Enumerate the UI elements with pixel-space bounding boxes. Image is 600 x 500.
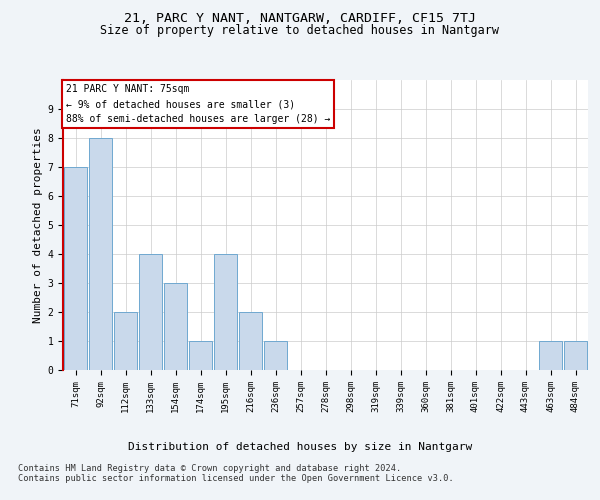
Bar (89, 138, 112, 370)
Text: 21 PARC Y NANT: 75sqm
← 9% of detached houses are smaller (3)
88% of semi-detach: 21 PARC Y NANT: 75sqm ← 9% of detached h… (65, 84, 330, 124)
Bar (189, 341, 212, 370)
Bar (264, 341, 287, 370)
Bar (214, 254, 237, 370)
Text: Distribution of detached houses by size in Nantgarw: Distribution of detached houses by size … (128, 442, 472, 452)
Bar (139, 254, 162, 370)
Text: Size of property relative to detached houses in Nantgarw: Size of property relative to detached ho… (101, 24, 499, 37)
Y-axis label: Number of detached properties: Number of detached properties (33, 127, 43, 323)
Bar (239, 312, 262, 370)
Text: 21, PARC Y NANT, NANTGARW, CARDIFF, CF15 7TJ: 21, PARC Y NANT, NANTGARW, CARDIFF, CF15… (124, 12, 476, 26)
Text: Contains HM Land Registry data © Crown copyright and database right 2024.
Contai: Contains HM Land Registry data © Crown c… (18, 464, 454, 483)
Bar (564, 341, 587, 370)
Bar (64, 167, 87, 370)
Bar (539, 341, 562, 370)
Bar (164, 283, 187, 370)
Bar (114, 312, 137, 370)
